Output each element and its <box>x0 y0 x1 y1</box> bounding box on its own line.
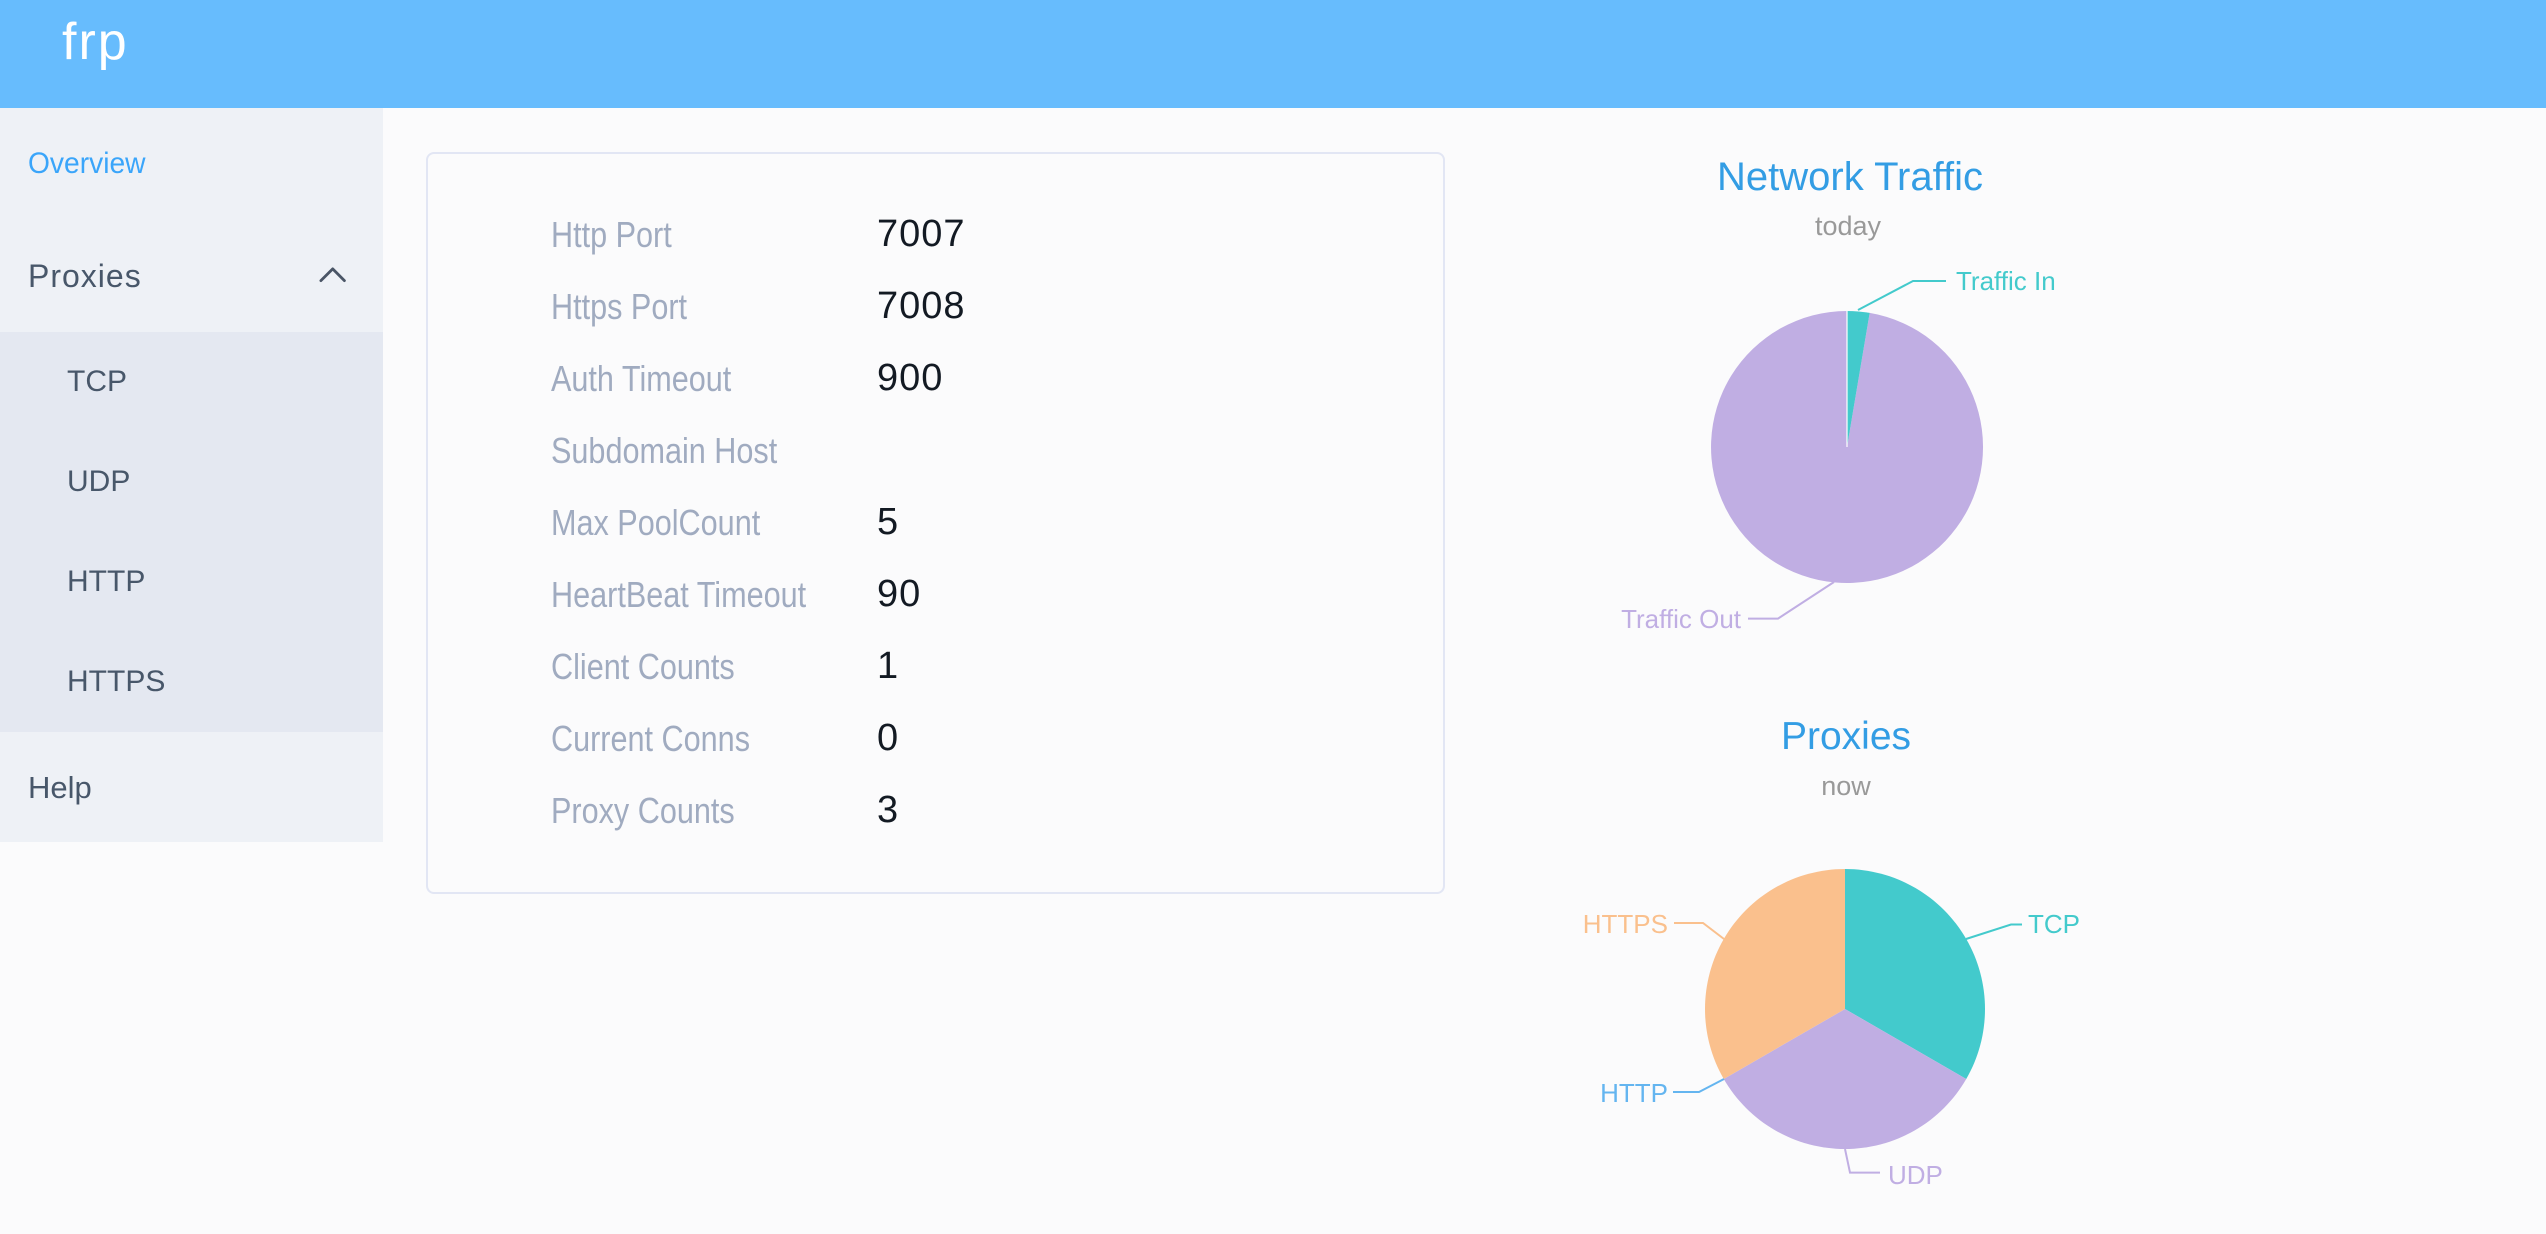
svg-text:HTTPS: HTTPS <box>1583 909 1668 939</box>
svg-text:today: today <box>1815 211 1882 241</box>
svg-text:Network Traffic: Network Traffic <box>1717 155 1983 199</box>
svg-text:Traffic In: Traffic In <box>1956 266 2056 296</box>
svg-text:UDP: UDP <box>1888 1160 1943 1190</box>
svg-text:HTTP: HTTP <box>1600 1078 1668 1108</box>
svg-text:now: now <box>1821 771 1871 801</box>
svg-text:Proxies: Proxies <box>1781 715 1911 758</box>
svg-text:Traffic Out: Traffic Out <box>1621 604 1742 634</box>
svg-text:TCP: TCP <box>2028 909 2080 939</box>
